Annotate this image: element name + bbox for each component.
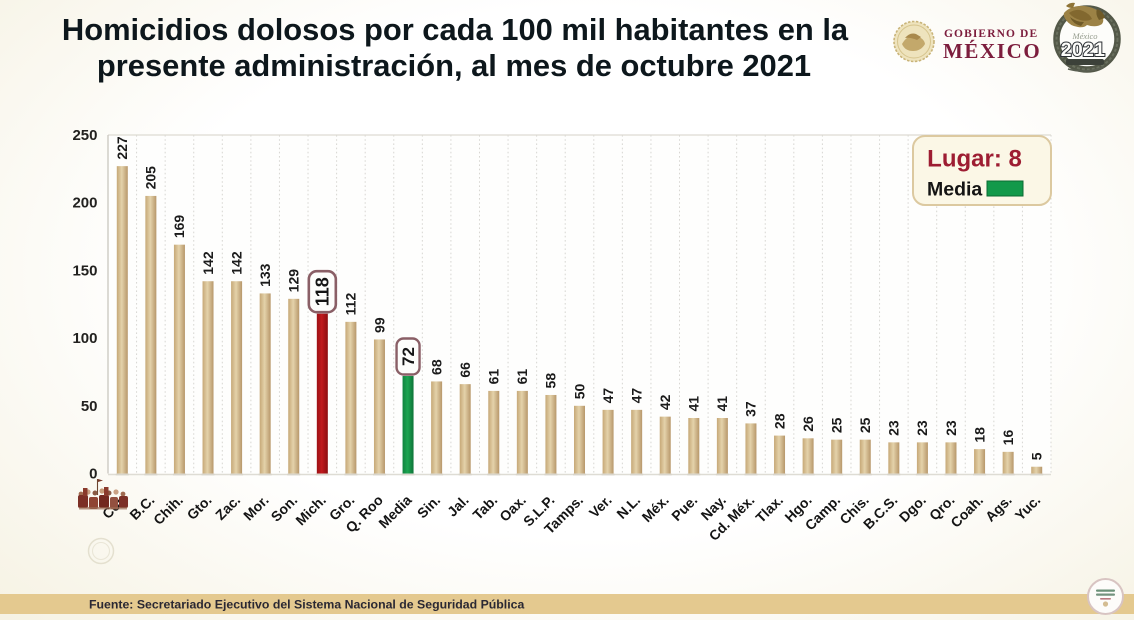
svg-text:68: 68 <box>428 359 444 375</box>
svg-text:Dgo.: Dgo. <box>896 492 929 525</box>
svg-text:Media: Media <box>375 492 415 532</box>
svg-text:250: 250 <box>72 127 97 144</box>
svg-text:47: 47 <box>628 388 644 404</box>
svg-text:Chih.: Chih. <box>150 492 186 528</box>
svg-text:150: 150 <box>72 262 97 279</box>
svg-text:37: 37 <box>743 401 759 417</box>
svg-text:Homicidios dolosos por cada 10: Homicidios dolosos por cada 100 mil habi… <box>62 12 849 47</box>
svg-text:41: 41 <box>714 396 730 412</box>
svg-text:61: 61 <box>486 369 502 385</box>
svg-text:205: 205 <box>143 166 159 190</box>
svg-text:Mich.: Mich. <box>292 492 329 529</box>
svg-text:200: 200 <box>72 195 97 212</box>
svg-text:Ver.: Ver. <box>586 492 615 521</box>
svg-text:142: 142 <box>228 251 244 275</box>
svg-text:50: 50 <box>571 384 587 400</box>
svg-text:GOBIERNO DE: GOBIERNO DE <box>944 28 1038 40</box>
svg-text:50: 50 <box>81 398 98 415</box>
svg-text:Pue.: Pue. <box>668 492 700 524</box>
svg-text:72: 72 <box>399 347 418 366</box>
svg-text:Fuente: Secretariado Ejecutivo: Fuente: Secretariado Ejecutivo del Siste… <box>89 598 524 612</box>
svg-text:Tab.: Tab. <box>469 492 500 523</box>
svg-text:2021: 2021 <box>1061 39 1106 61</box>
svg-text:61: 61 <box>514 369 530 385</box>
svg-text:Jal.: Jal. <box>444 492 472 520</box>
svg-text:227: 227 <box>114 136 130 160</box>
svg-text:99: 99 <box>371 317 387 333</box>
svg-text:México: México <box>1071 31 1097 41</box>
svg-text:Media: Media <box>927 179 982 201</box>
svg-text:Sin.: Sin. <box>414 492 443 521</box>
svg-text:58: 58 <box>543 373 559 389</box>
svg-text:Mor.: Mor. <box>240 492 272 524</box>
svg-text:Ags.: Ags. <box>982 492 1015 525</box>
svg-text:42: 42 <box>657 394 673 410</box>
svg-text:Méx.: Méx. <box>639 492 672 525</box>
svg-text:MÉXICO: MÉXICO <box>943 39 1041 63</box>
svg-text:118: 118 <box>313 277 333 306</box>
svg-text:47: 47 <box>600 388 616 404</box>
svg-text:Gto.: Gto. <box>184 492 215 523</box>
svg-text:N.L.: N.L. <box>613 492 643 522</box>
svg-text:Lugar: 8: Lugar: 8 <box>927 146 1022 173</box>
svg-text:0: 0 <box>89 466 97 483</box>
svg-text:23: 23 <box>914 420 930 436</box>
svg-text:26: 26 <box>800 416 816 432</box>
svg-text:100: 100 <box>72 330 97 347</box>
svg-text:66: 66 <box>457 362 473 378</box>
svg-text:18: 18 <box>971 427 987 443</box>
svg-text:169: 169 <box>171 215 187 239</box>
svg-text:16: 16 <box>1000 430 1016 446</box>
svg-text:133: 133 <box>257 263 273 287</box>
svg-text:129: 129 <box>286 269 302 293</box>
svg-text:23: 23 <box>943 420 959 436</box>
svg-text:5: 5 <box>1029 452 1045 460</box>
svg-text:Yuc.: Yuc. <box>1012 492 1044 524</box>
svg-text:23: 23 <box>886 420 902 436</box>
svg-text:Zac.: Zac. <box>212 492 243 523</box>
svg-text:presente administración, al me: presente administración, al mes de octub… <box>97 48 811 83</box>
svg-text:142: 142 <box>200 251 216 275</box>
svg-text:25: 25 <box>857 417 873 433</box>
svg-text:25: 25 <box>828 417 844 433</box>
svg-text:112: 112 <box>343 293 359 316</box>
svg-text:41: 41 <box>686 396 702 412</box>
svg-text:Coah.: Coah. <box>947 492 986 531</box>
svg-text:Tlax.: Tlax. <box>752 492 786 526</box>
svg-text:28: 28 <box>771 413 787 429</box>
